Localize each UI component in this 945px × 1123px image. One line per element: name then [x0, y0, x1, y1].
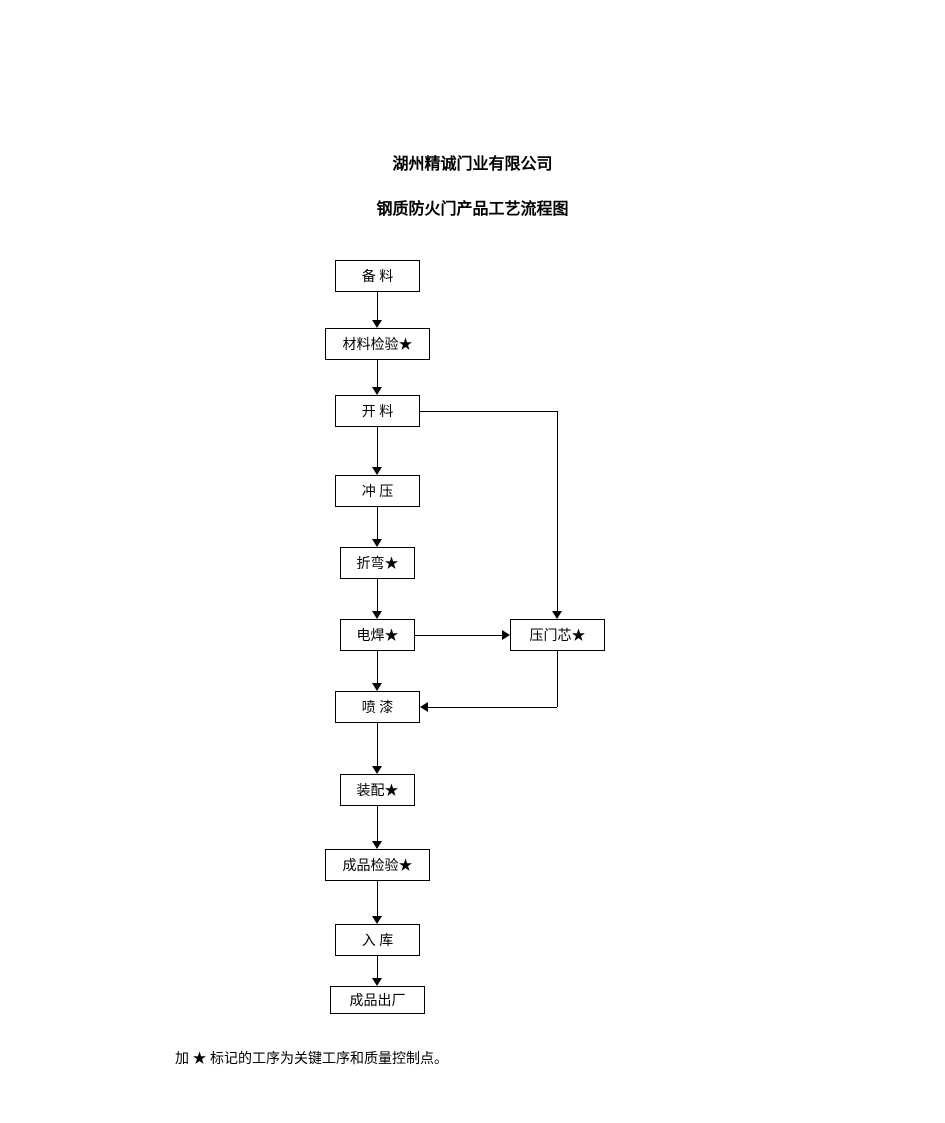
- flowchart-edge: [377, 723, 378, 767]
- flowchart-edge: [377, 956, 378, 979]
- flowchart-edge: [377, 360, 378, 388]
- arrowhead-icon: [552, 611, 562, 619]
- flowchart-node-n3: 开 料: [335, 395, 420, 427]
- footnote-text: 加 ★ 标记的工序为关键工序和质量控制点。: [175, 1048, 448, 1068]
- flowchart-node-n2: 材料检验★: [325, 328, 430, 360]
- flowchart-edge: [377, 507, 378, 540]
- flowchart-edge: [377, 292, 378, 321]
- flowchart-edge: [377, 651, 378, 684]
- flowchart-node-n6: 电焊★: [340, 619, 415, 651]
- flowchart-node-n12: 成品出厂: [330, 986, 425, 1014]
- flowchart-node-n7: 压门芯★: [510, 619, 605, 651]
- flowchart-node-n9: 装配★: [340, 774, 415, 806]
- flowchart-node-n5: 折弯★: [340, 547, 415, 579]
- arrowhead-icon: [372, 683, 382, 691]
- flowchart-canvas: 备 料材料检验★ 开 料冲 压折弯★ 电焊★ 压门芯★ 喷 漆装配★ 成品检验★ 入 库成品…: [0, 0, 945, 1123]
- arrowhead-icon: [372, 916, 382, 924]
- flowchart-node-n10: 成品检验★: [325, 849, 430, 881]
- flowchart-node-n1: 备 料: [335, 260, 420, 292]
- flowchart-edge: [557, 411, 558, 611]
- arrowhead-icon: [372, 467, 382, 475]
- flowchart-edge: [377, 427, 378, 468]
- arrowhead-icon: [372, 387, 382, 395]
- flowchart-edge: [377, 881, 378, 917]
- arrowhead-icon: [372, 766, 382, 774]
- arrowhead-icon: [372, 978, 382, 986]
- flowchart-node-n4: 冲 压: [335, 475, 420, 507]
- arrowhead-icon: [372, 320, 382, 328]
- flowchart-node-n11: 入 库: [335, 924, 420, 956]
- flowchart-node-n8: 喷 漆: [335, 691, 420, 723]
- arrowhead-icon: [372, 539, 382, 547]
- flowchart-edge: [420, 411, 557, 412]
- flowchart-edge: [557, 651, 558, 707]
- flowchart-edge: [377, 579, 378, 612]
- flowchart-edge: [427, 707, 557, 708]
- arrowhead-icon: [420, 702, 428, 712]
- arrowhead-icon: [372, 841, 382, 849]
- flowchart-edge: [377, 806, 378, 842]
- arrowhead-icon: [502, 630, 510, 640]
- arrowhead-icon: [372, 611, 382, 619]
- flowchart-edge: [415, 635, 503, 636]
